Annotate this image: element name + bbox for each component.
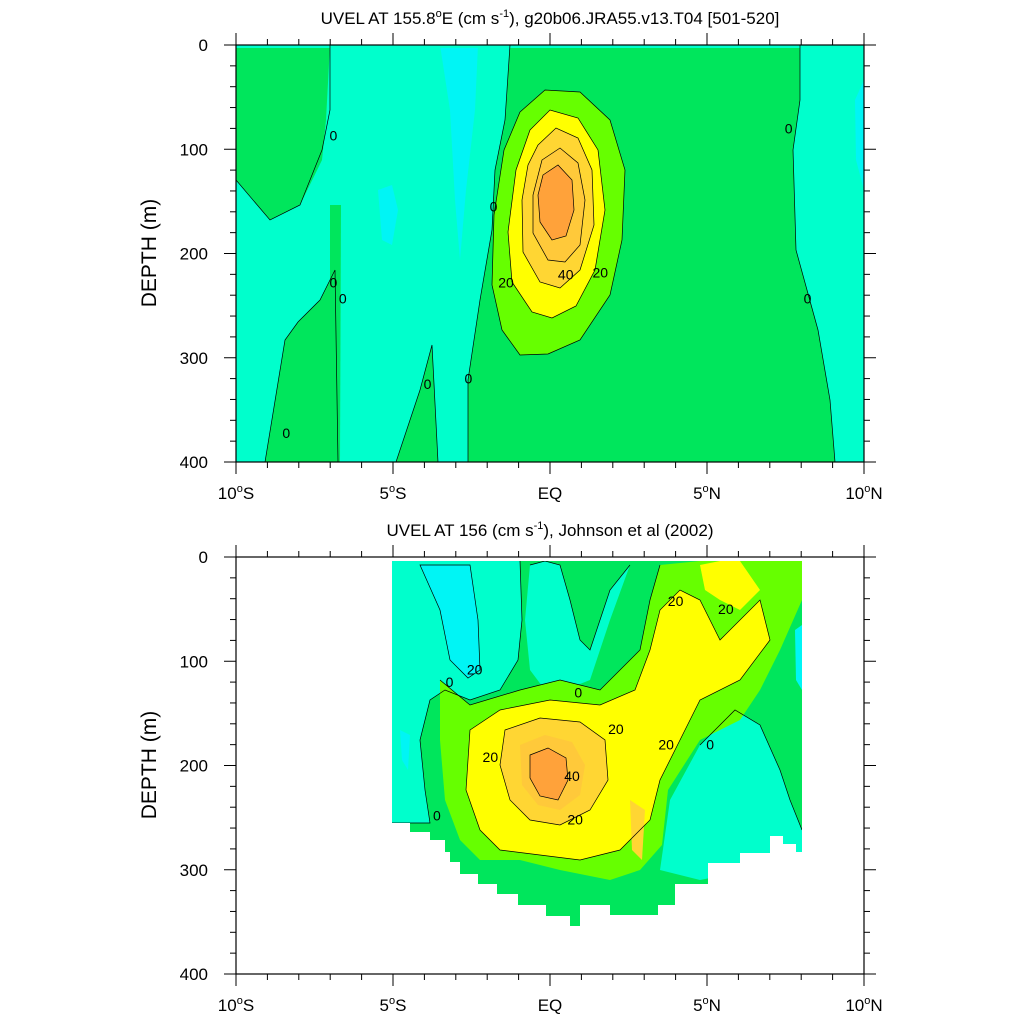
contour-label: 20 <box>483 749 499 765</box>
y-tick-label: 0 <box>199 548 208 567</box>
y-tick-label: 300 <box>180 349 208 368</box>
panel-top-ylabel: DEPTH (m) <box>138 199 161 308</box>
panel-bottom-contour-labels: 20 0 0 20 20 40 20 0 20 0 20 20 <box>433 593 734 828</box>
y-tick-label: 200 <box>180 757 208 776</box>
contour-label: 0 <box>706 737 714 753</box>
x-tick-label: 10oS <box>218 995 254 1015</box>
contour-label: 0 <box>329 128 337 144</box>
contour-label: 20 <box>608 721 624 737</box>
contour-label: 0 <box>464 371 472 387</box>
contour-label: 40 <box>564 768 580 784</box>
x-tick-label: EQ <box>538 996 563 1015</box>
y-tick-label: 300 <box>180 861 208 880</box>
contour-label: 20 <box>467 662 483 678</box>
x-tick-label: 10oN <box>845 483 882 503</box>
contour-label: 20 <box>498 275 514 291</box>
y-tick-label: 200 <box>180 245 208 264</box>
x-tick-label: 10oN <box>845 995 882 1015</box>
contour-label: 40 <box>558 266 574 282</box>
contour-label: 0 <box>785 120 793 136</box>
contour-label: 0 <box>282 425 290 441</box>
contour-label: 0 <box>574 685 582 701</box>
contour-label: 0 <box>329 275 337 291</box>
contour-label: 0 <box>424 376 432 392</box>
contour-label: 0 <box>490 199 498 215</box>
contour-label: 20 <box>592 264 608 280</box>
panel-bottom-fill: 20 0 0 20 20 40 20 0 20 0 20 20 <box>392 561 802 926</box>
panel-bottom-ylabel: DEPTH (m) <box>138 711 161 820</box>
contour-label: 20 <box>658 737 674 753</box>
y-tick-label: 100 <box>180 140 208 159</box>
x-tick-label: 5oN <box>693 995 721 1015</box>
contour-label: 0 <box>446 674 454 690</box>
panel-bottom-title: UVEL AT 156 (cm s-1), Johnson et al (200… <box>387 520 714 540</box>
y-tick-label: 400 <box>180 453 208 472</box>
contour-label: 0 <box>339 290 347 306</box>
y-tick-label: 400 <box>180 965 208 984</box>
panel-top-title: UVEL AT 155.8oE (cm s-1), g20b06.JRA55.v… <box>321 8 780 28</box>
x-tick-label: 5oS <box>380 995 407 1015</box>
contour-label: 0 <box>804 290 812 306</box>
y-tick-label: 100 <box>180 652 208 671</box>
panel-top: UVEL AT 155.8oE (cm s-1), g20b06.JRA55.v… <box>138 8 883 503</box>
contour-label: 0 <box>433 808 441 824</box>
panel-bottom: UVEL AT 156 (cm s-1), Johnson et al (200… <box>138 520 883 1015</box>
contour-label: 20 <box>718 601 734 617</box>
x-tick-label: 5oS <box>380 483 407 503</box>
y-tick-label: 0 <box>199 36 208 55</box>
contour-label: 20 <box>567 812 583 828</box>
contour-label: 20 <box>668 593 684 609</box>
x-tick-label: EQ <box>538 484 563 503</box>
x-tick-label: 10oS <box>218 483 254 503</box>
x-tick-label: 5oN <box>693 483 721 503</box>
